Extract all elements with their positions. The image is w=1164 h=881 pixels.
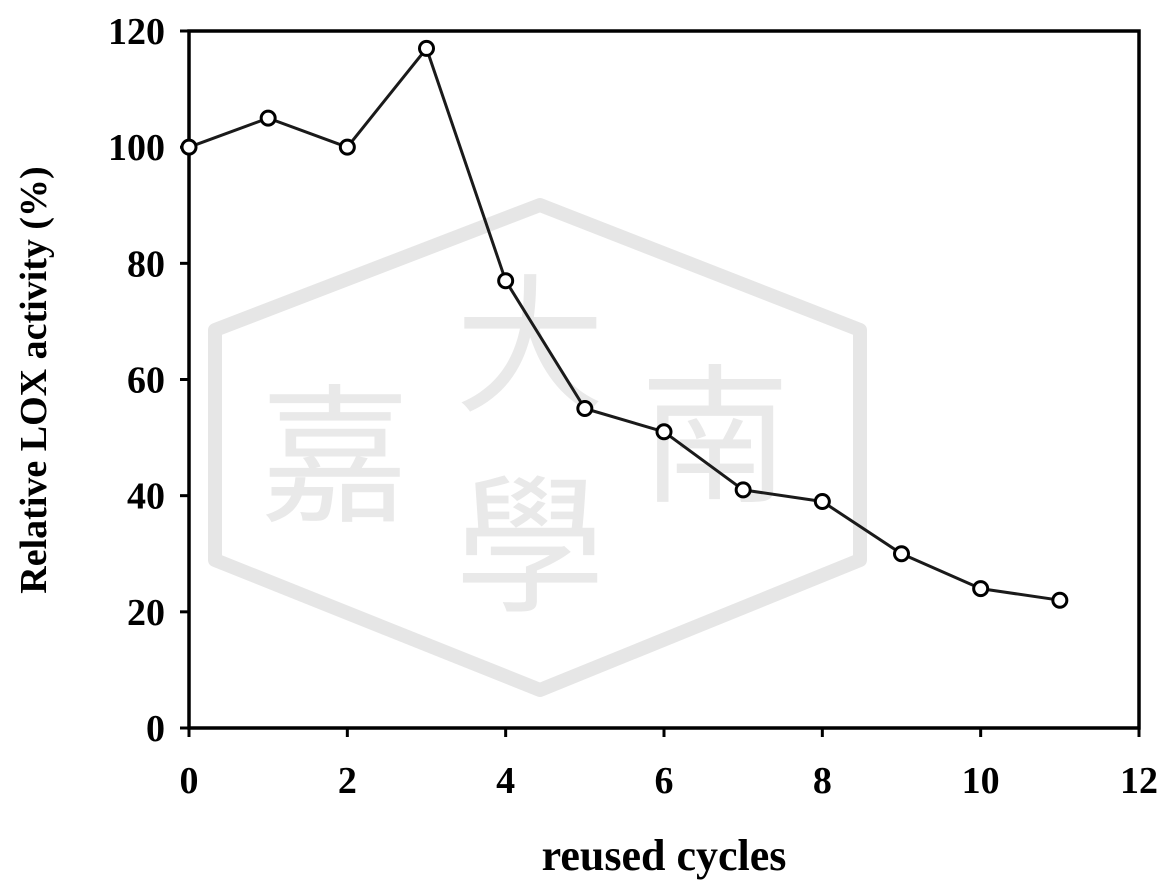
data-point	[338, 138, 356, 156]
data-point	[1051, 591, 1069, 609]
y-axis: 0 20 40 60 80 100 120	[108, 11, 189, 750]
y-tick-label: 80	[127, 243, 165, 285]
data-point	[576, 400, 594, 418]
y-tick-label: 40	[127, 476, 165, 518]
x-tick-label: 6	[655, 760, 674, 802]
y-tick-label: 60	[127, 360, 165, 402]
data-points	[180, 39, 1069, 609]
series-line	[188, 46, 1061, 602]
x-tick-label: 0	[180, 760, 199, 802]
data-point	[180, 138, 198, 156]
y-tick-label: 120	[108, 11, 165, 53]
watermark-hexagon	[208, 198, 867, 697]
data-point	[972, 580, 990, 598]
data-point	[734, 481, 752, 499]
data-point	[497, 272, 515, 290]
x-axis-title: reused cycles	[542, 831, 787, 880]
x-tick-label: 10	[962, 760, 1000, 802]
data-point	[418, 39, 435, 57]
watermark-seal: 嘉 大 南 學	[208, 198, 867, 697]
data-point	[813, 492, 831, 510]
data-point	[259, 109, 277, 127]
y-tick-label: 100	[108, 127, 165, 169]
watermark-char-4: 學	[455, 462, 605, 636]
watermark-char-1: 嘉	[260, 372, 410, 546]
y-tick-label: 0	[146, 708, 165, 750]
y-tick-label: 20	[127, 592, 165, 634]
data-point	[655, 423, 673, 441]
x-tick-label: 2	[338, 760, 357, 802]
x-axis: 0 2 4 6 8 10 12	[180, 728, 1158, 802]
x-tick-label: 8	[813, 760, 832, 802]
x-tick-label: 12	[1120, 760, 1158, 802]
x-tick-label: 4	[496, 760, 515, 802]
y-axis-title: Relative LOX activity (%)	[13, 166, 55, 593]
data-point	[893, 545, 910, 563]
